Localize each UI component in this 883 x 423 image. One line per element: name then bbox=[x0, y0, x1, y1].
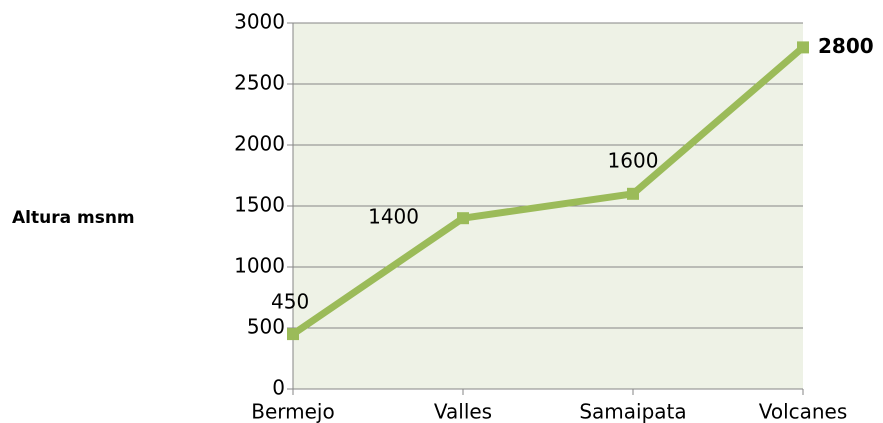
data-label: 1400 bbox=[368, 205, 419, 229]
data-marker bbox=[457, 212, 469, 225]
data-marker bbox=[797, 41, 809, 54]
y-tick-label: 1500 bbox=[234, 193, 285, 217]
x-tick-label: Volcanes bbox=[759, 400, 848, 423]
x-tick-label: Samaipata bbox=[579, 400, 686, 423]
y-tick-label: 2500 bbox=[234, 71, 285, 95]
data-line bbox=[291, 44, 806, 337]
axis-title: Altura msnm bbox=[12, 208, 135, 228]
data-marker bbox=[287, 328, 299, 341]
data-label: 2800 bbox=[818, 34, 874, 58]
y-tick-label: 2000 bbox=[234, 132, 285, 156]
data-marker bbox=[627, 187, 639, 200]
y-tick-label: 1000 bbox=[234, 254, 285, 278]
y-tick-label: 0 bbox=[272, 376, 285, 400]
x-tick-label: Valles bbox=[434, 400, 492, 423]
y-tick-label: 3000 bbox=[234, 10, 285, 34]
data-label: 1600 bbox=[608, 148, 659, 172]
data-label: 450 bbox=[271, 290, 309, 314]
x-tick-label: Bermejo bbox=[251, 400, 334, 423]
y-tick-label: 500 bbox=[247, 315, 285, 339]
